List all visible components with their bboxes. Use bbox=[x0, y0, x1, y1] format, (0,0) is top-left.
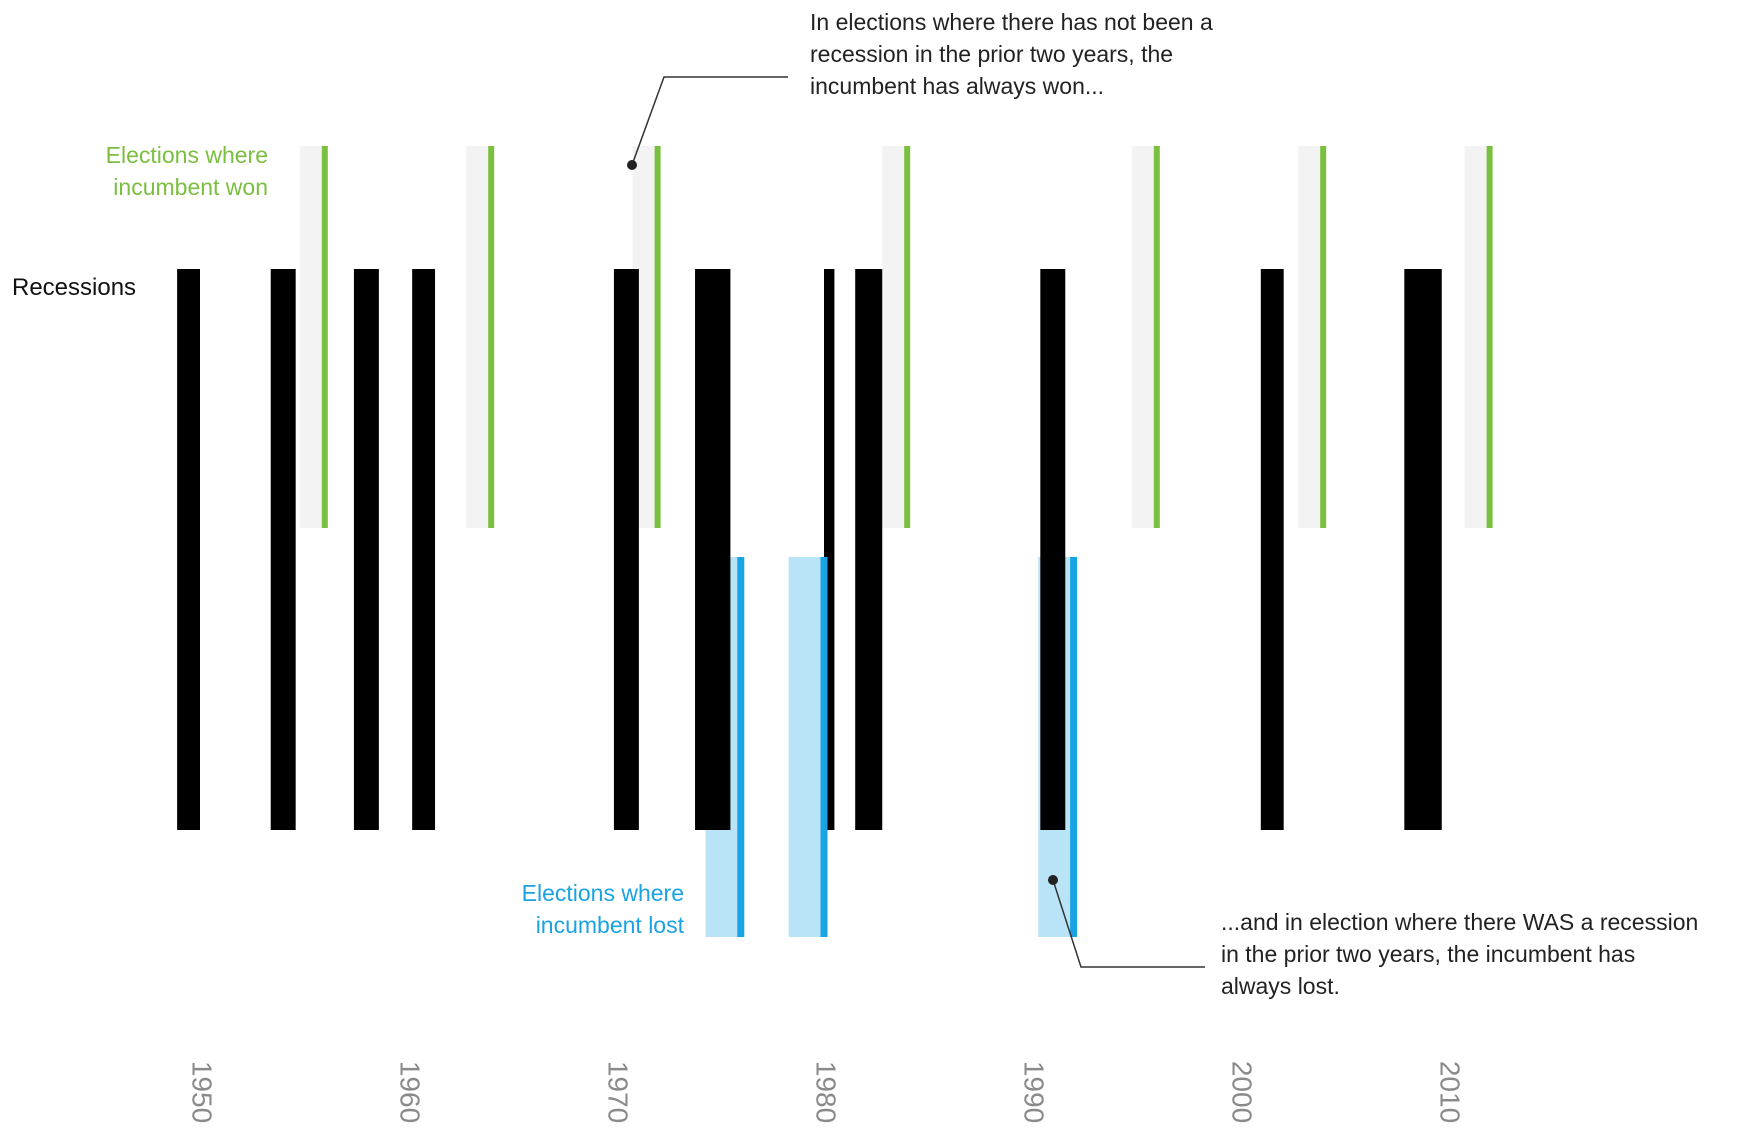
x-tick-label: 2000 bbox=[1227, 1061, 1258, 1123]
won-election-1964 bbox=[488, 146, 495, 528]
annotation-layer: In elections where there has not been a r… bbox=[627, 9, 1698, 999]
won-election-1996 bbox=[1153, 146, 1160, 528]
won-election-2012 bbox=[1486, 146, 1493, 528]
recession-bar-2 bbox=[270, 269, 296, 830]
annotation-bottom-dot bbox=[1048, 875, 1058, 885]
annotation-bottom-leader bbox=[1052, 879, 1205, 968]
annotation-top-line: recession in the prior two years, the bbox=[810, 41, 1173, 67]
won-window-2004 bbox=[1298, 146, 1324, 528]
recession-bar-5 bbox=[613, 269, 639, 830]
lost-election-1992 bbox=[1070, 557, 1078, 937]
recession-layer bbox=[177, 269, 1442, 830]
won-window-2012 bbox=[1464, 146, 1490, 528]
recession-bar-11 bbox=[1404, 269, 1442, 830]
annotation-top-dot bbox=[627, 160, 637, 170]
lost-election-layer bbox=[737, 557, 1078, 937]
x-tick-label: 1980 bbox=[811, 1061, 842, 1123]
x-tick-label: 2010 bbox=[1435, 1061, 1466, 1123]
annotation-top-line: In elections where there has not been a bbox=[810, 9, 1213, 35]
won-window-1996 bbox=[1131, 146, 1157, 528]
recession-bar-9 bbox=[1040, 269, 1066, 830]
recession-row-label: Recessions bbox=[12, 274, 136, 301]
won-window-1964 bbox=[466, 146, 492, 528]
row-label-layer: Elections where incumbent won Recessions El… bbox=[12, 142, 685, 938]
recession-bar-4 bbox=[412, 269, 436, 830]
annotation-top-line: incumbent has always won... bbox=[810, 73, 1104, 99]
won-window-layer bbox=[299, 146, 1490, 528]
recession-bar-10 bbox=[1260, 269, 1284, 830]
won-row-label-line: Elections where bbox=[106, 142, 268, 168]
x-tick-label: 1970 bbox=[603, 1061, 634, 1123]
recession-bar-6 bbox=[695, 269, 731, 830]
lost-window-1980 bbox=[788, 557, 824, 937]
won-election-1972 bbox=[654, 146, 661, 528]
recession-bar-3 bbox=[353, 269, 379, 830]
won-election-1984 bbox=[904, 146, 911, 528]
x-tick-label: 1990 bbox=[1019, 1061, 1050, 1123]
won-election-1956 bbox=[321, 146, 328, 528]
annotation-top-leader bbox=[631, 76, 788, 166]
x-tick-label: 1960 bbox=[395, 1061, 426, 1123]
lost-election-1976 bbox=[737, 557, 745, 937]
won-election-layer bbox=[321, 146, 1493, 528]
recession-bar-1 bbox=[177, 269, 200, 830]
x-axis-ticks: 1950 1960 1970 1980 1990 2000 2010 bbox=[187, 1061, 1466, 1123]
annotation-bottom-line: ...and in election where there WAS a rec… bbox=[1221, 909, 1698, 935]
lost-window-layer bbox=[705, 557, 1074, 937]
annotation-bottom-line: always lost. bbox=[1221, 973, 1340, 999]
recession-bar-8 bbox=[855, 269, 883, 830]
lost-election-1980 bbox=[820, 557, 828, 937]
won-window-1984 bbox=[882, 146, 908, 528]
won-window-1956 bbox=[299, 146, 325, 528]
lost-row-label-line: incumbent lost bbox=[536, 912, 685, 938]
lost-row-label-line: Elections where bbox=[522, 880, 684, 906]
recession-bar-7 bbox=[824, 269, 835, 830]
won-election-2004 bbox=[1320, 146, 1327, 528]
annotation-bottom-line: in the prior two years, the incumbent ha… bbox=[1221, 941, 1635, 967]
won-row-label-line: incumbent won bbox=[113, 174, 268, 200]
x-tick-label: 1950 bbox=[187, 1061, 218, 1123]
